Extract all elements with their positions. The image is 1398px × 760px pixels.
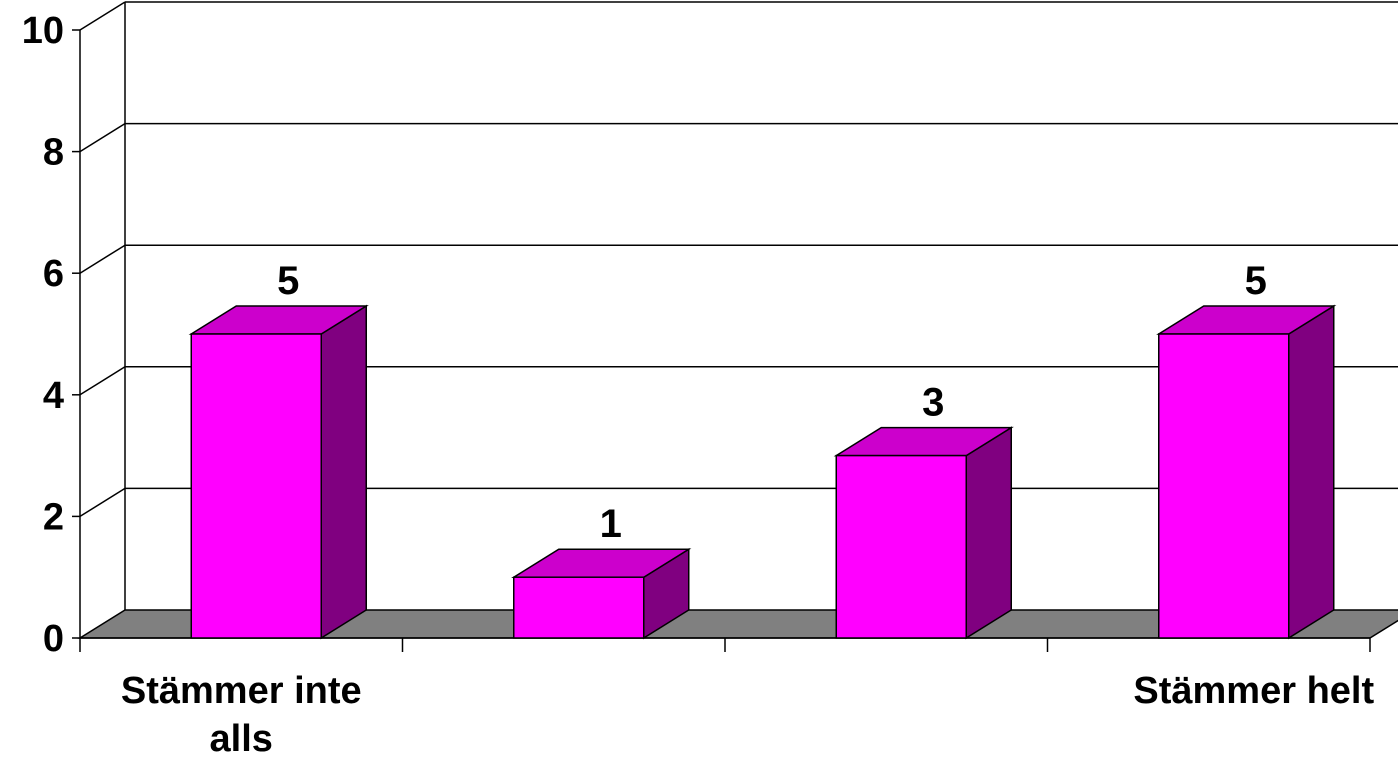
bar-data-label: 5 — [277, 259, 299, 303]
bar-side-face — [320, 304, 367, 640]
bar — [188, 304, 369, 640]
bar-front-face — [190, 333, 322, 639]
bar-data-label: 1 — [600, 502, 622, 546]
gridline-diagonal — [79, 122, 126, 153]
category-label-line: Stämmer helt — [1133, 670, 1374, 712]
bar — [1156, 304, 1337, 640]
bar-front-face — [513, 576, 645, 639]
y-tick-label: 10 — [22, 10, 64, 52]
y-tick-label: 6 — [43, 253, 64, 295]
category-label: Stämmer helt — [1133, 670, 1374, 712]
y-tick-label: 8 — [43, 132, 64, 174]
bar-front-face — [1158, 333, 1290, 639]
bar-data-labels: 5 1 3 5 — [277, 259, 1267, 546]
bar-side-face — [1288, 304, 1335, 640]
bar-data-label: 5 — [1245, 259, 1267, 303]
x-axis-category-labels: Stämmer inte alls Stämmer helt — [121, 670, 1375, 760]
gridline-diagonal — [79, 1, 126, 31]
gridline-diagonal — [79, 487, 126, 518]
bar-side-face — [965, 426, 1012, 640]
y-axis-tick-labels: 0 2 4 6 8 10 — [22, 10, 64, 660]
category-label: Stämmer inte alls — [121, 670, 362, 760]
category-label-line: Stämmer inte — [121, 670, 362, 712]
bar-data-label: 3 — [922, 381, 944, 425]
category-label-line: alls — [210, 718, 273, 760]
y-tick-label: 4 — [43, 375, 64, 417]
gridline-diagonal — [79, 366, 126, 396]
bar — [511, 547, 692, 640]
bars — [188, 304, 1337, 640]
y-tick-label: 2 — [43, 496, 64, 538]
bar-front-face — [835, 454, 967, 639]
bar — [833, 426, 1014, 640]
gridline-diagonal — [79, 244, 126, 274]
y-tick-label: 0 — [43, 618, 64, 660]
